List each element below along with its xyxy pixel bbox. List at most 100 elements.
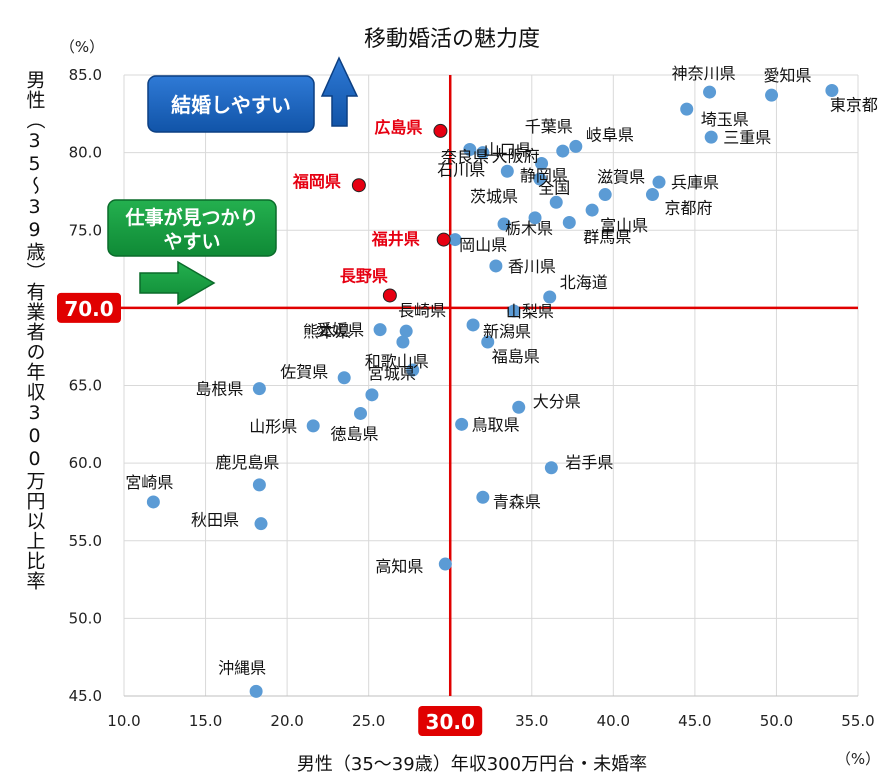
reference-lines: 70.0 30.0 (57, 75, 858, 736)
data-point-label: 香川県 (508, 257, 556, 276)
data-point-label: 富山県 (600, 216, 648, 235)
data-point (399, 324, 413, 338)
data-point-highlight (351, 178, 366, 193)
job-callout-text-line1: 仕事が見つかり (124, 206, 258, 229)
data-point-label: 佐賀県 (280, 363, 328, 382)
data-point (500, 164, 514, 178)
data-point-label: 愛知県 (764, 66, 812, 85)
data-point (598, 188, 612, 202)
data-point-label: 福島県 (492, 347, 540, 366)
y-tick-label: 60.0 (69, 454, 102, 472)
x-tick-label: 10.0 (107, 712, 140, 730)
x-axis-label: 男性（35～39歳）年収300万円台・未婚率 (297, 754, 647, 775)
data-point-label: 全国 (538, 178, 570, 197)
data-point (585, 203, 599, 217)
marriage-arrow-icon (320, 56, 359, 127)
data-point-label: 新潟県 (483, 322, 531, 341)
points-layer (146, 84, 839, 698)
data-point-label: 大阪府 (492, 146, 540, 165)
data-point (455, 417, 469, 431)
data-point-label: 京都府 (664, 199, 712, 218)
data-point-label: 秋田県 (191, 511, 239, 530)
y-axis-label: 男性（35～39歳）有業者の年収300万円以上比率 (23, 70, 46, 591)
data-point (306, 419, 320, 433)
y-tick-label: 75.0 (69, 221, 102, 239)
data-point-label: 福井県 (371, 230, 420, 249)
data-point-label: 熊本県 (303, 322, 351, 341)
x-unit-label: （%） (836, 750, 880, 768)
data-point (354, 406, 368, 420)
x-reference-badge (418, 706, 483, 736)
x-tick-label: 55.0 (841, 712, 874, 730)
y-axis-label-wrap: 男性（35～39歳）有業者の年収300万円以上比率 (18, 70, 50, 710)
data-point-label: 山形県 (249, 417, 297, 436)
data-point (680, 102, 694, 116)
data-point (765, 88, 779, 102)
data-point-label: 宮崎県 (125, 473, 173, 492)
data-point (463, 143, 477, 157)
data-point (562, 215, 576, 229)
data-point-highlight (433, 123, 448, 138)
data-point-label: 岩手県 (565, 453, 613, 472)
data-point-label: 宮城県 (368, 364, 416, 383)
data-point-highlight (382, 288, 397, 303)
job-callout-box (107, 199, 277, 257)
data-point-label: 兵庫県 (671, 173, 719, 192)
data-point (569, 139, 583, 153)
data-point (476, 146, 490, 160)
data-point-label: 三重県 (723, 128, 771, 147)
data-point-label: 広島県 (374, 118, 422, 137)
y-tick-label: 45.0 (69, 687, 102, 705)
data-point (481, 335, 495, 349)
data-point (507, 304, 521, 318)
data-point (489, 259, 503, 273)
x-tick-label: 15.0 (189, 712, 222, 730)
data-point-label: 愛媛県 (316, 321, 364, 340)
y-tick-label: 85.0 (69, 66, 102, 84)
data-point (365, 388, 379, 402)
data-point (497, 217, 511, 231)
data-point (825, 84, 839, 98)
data-point-label: 千葉県 (525, 117, 573, 136)
data-point (396, 335, 410, 349)
y-tick-label: 50.0 (69, 609, 102, 627)
job-arrow-icon (139, 260, 216, 306)
data-point (512, 400, 526, 414)
data-point-label: 茨城県 (470, 187, 518, 206)
data-point (252, 478, 266, 492)
data-point-label: 滋賀県 (597, 168, 645, 187)
x-tick-label: 25.0 (352, 712, 385, 730)
x-tick-label: 40.0 (597, 712, 630, 730)
data-point (249, 684, 263, 698)
x-reference-label: 30.0 (426, 710, 475, 734)
data-point-label: 東京都 (830, 96, 878, 115)
data-point (448, 233, 462, 247)
data-point-label: 和歌山県 (365, 352, 429, 371)
data-point (252, 382, 266, 396)
data-point (146, 495, 160, 509)
data-point (533, 172, 547, 186)
data-point (373, 323, 387, 337)
x-tick-label: 35.0 (515, 712, 548, 730)
data-point-label: 静岡県 (520, 166, 568, 185)
data-point (528, 211, 542, 225)
data-point-label: 鹿児島県 (215, 453, 279, 472)
data-point (337, 371, 351, 385)
data-point-label: 沖縄県 (218, 658, 266, 677)
x-tick-label: 45.0 (678, 712, 711, 730)
data-point (704, 130, 718, 144)
data-point (254, 517, 268, 531)
y-reference-label: 70.0 (64, 297, 113, 321)
data-point (556, 144, 570, 158)
data-point-label: 徳島県 (331, 424, 379, 443)
data-point-label: 高知県 (375, 557, 423, 576)
data-point-label: 山口県 (484, 141, 532, 160)
data-point-label: 岐阜県 (586, 125, 634, 144)
data-point (535, 156, 549, 170)
chart-title: 移動婚活の魅力度 (364, 27, 540, 52)
x-tick-label: 50.0 (760, 712, 793, 730)
data-point-label: 青森県 (493, 492, 541, 511)
